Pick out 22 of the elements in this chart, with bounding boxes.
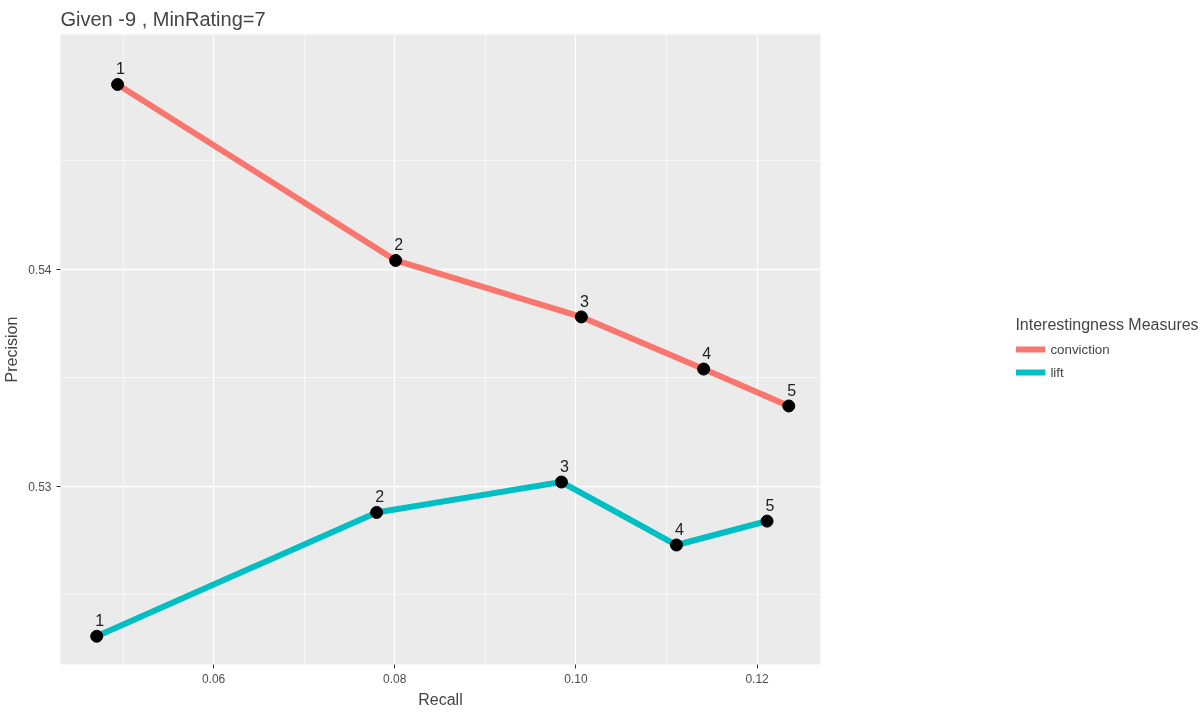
annotation: 2	[394, 236, 404, 254]
annotation: 4	[675, 521, 685, 539]
annotation: 3	[559, 458, 569, 476]
y-tick-label: 0.54	[28, 262, 52, 277]
x-axis-title: Recall	[418, 690, 463, 708]
x-tick-label: 0.06	[201, 671, 226, 686]
annotation: 3	[579, 292, 589, 310]
annotation: 1	[95, 612, 105, 630]
annotation: 5	[765, 497, 775, 515]
annotation: 2	[375, 488, 385, 506]
x-tick-label: 0.10	[564, 671, 588, 686]
chart-title: Given -9 , MinRating=7	[60, 7, 266, 30]
annotation: 4	[702, 345, 712, 363]
annotation: 1	[116, 60, 126, 78]
legend-label: conviction	[1050, 341, 1110, 357]
annotation: 5	[787, 381, 797, 399]
y-tick-label: 0.53	[28, 479, 52, 494]
y-axis-title: Precision	[3, 316, 21, 383]
legend-label: lift	[1050, 364, 1065, 380]
x-tick-label: 0.08	[383, 671, 407, 686]
x-tick-label: 0.12	[745, 671, 770, 686]
legend-title: Interestingness Measures	[1015, 316, 1199, 334]
